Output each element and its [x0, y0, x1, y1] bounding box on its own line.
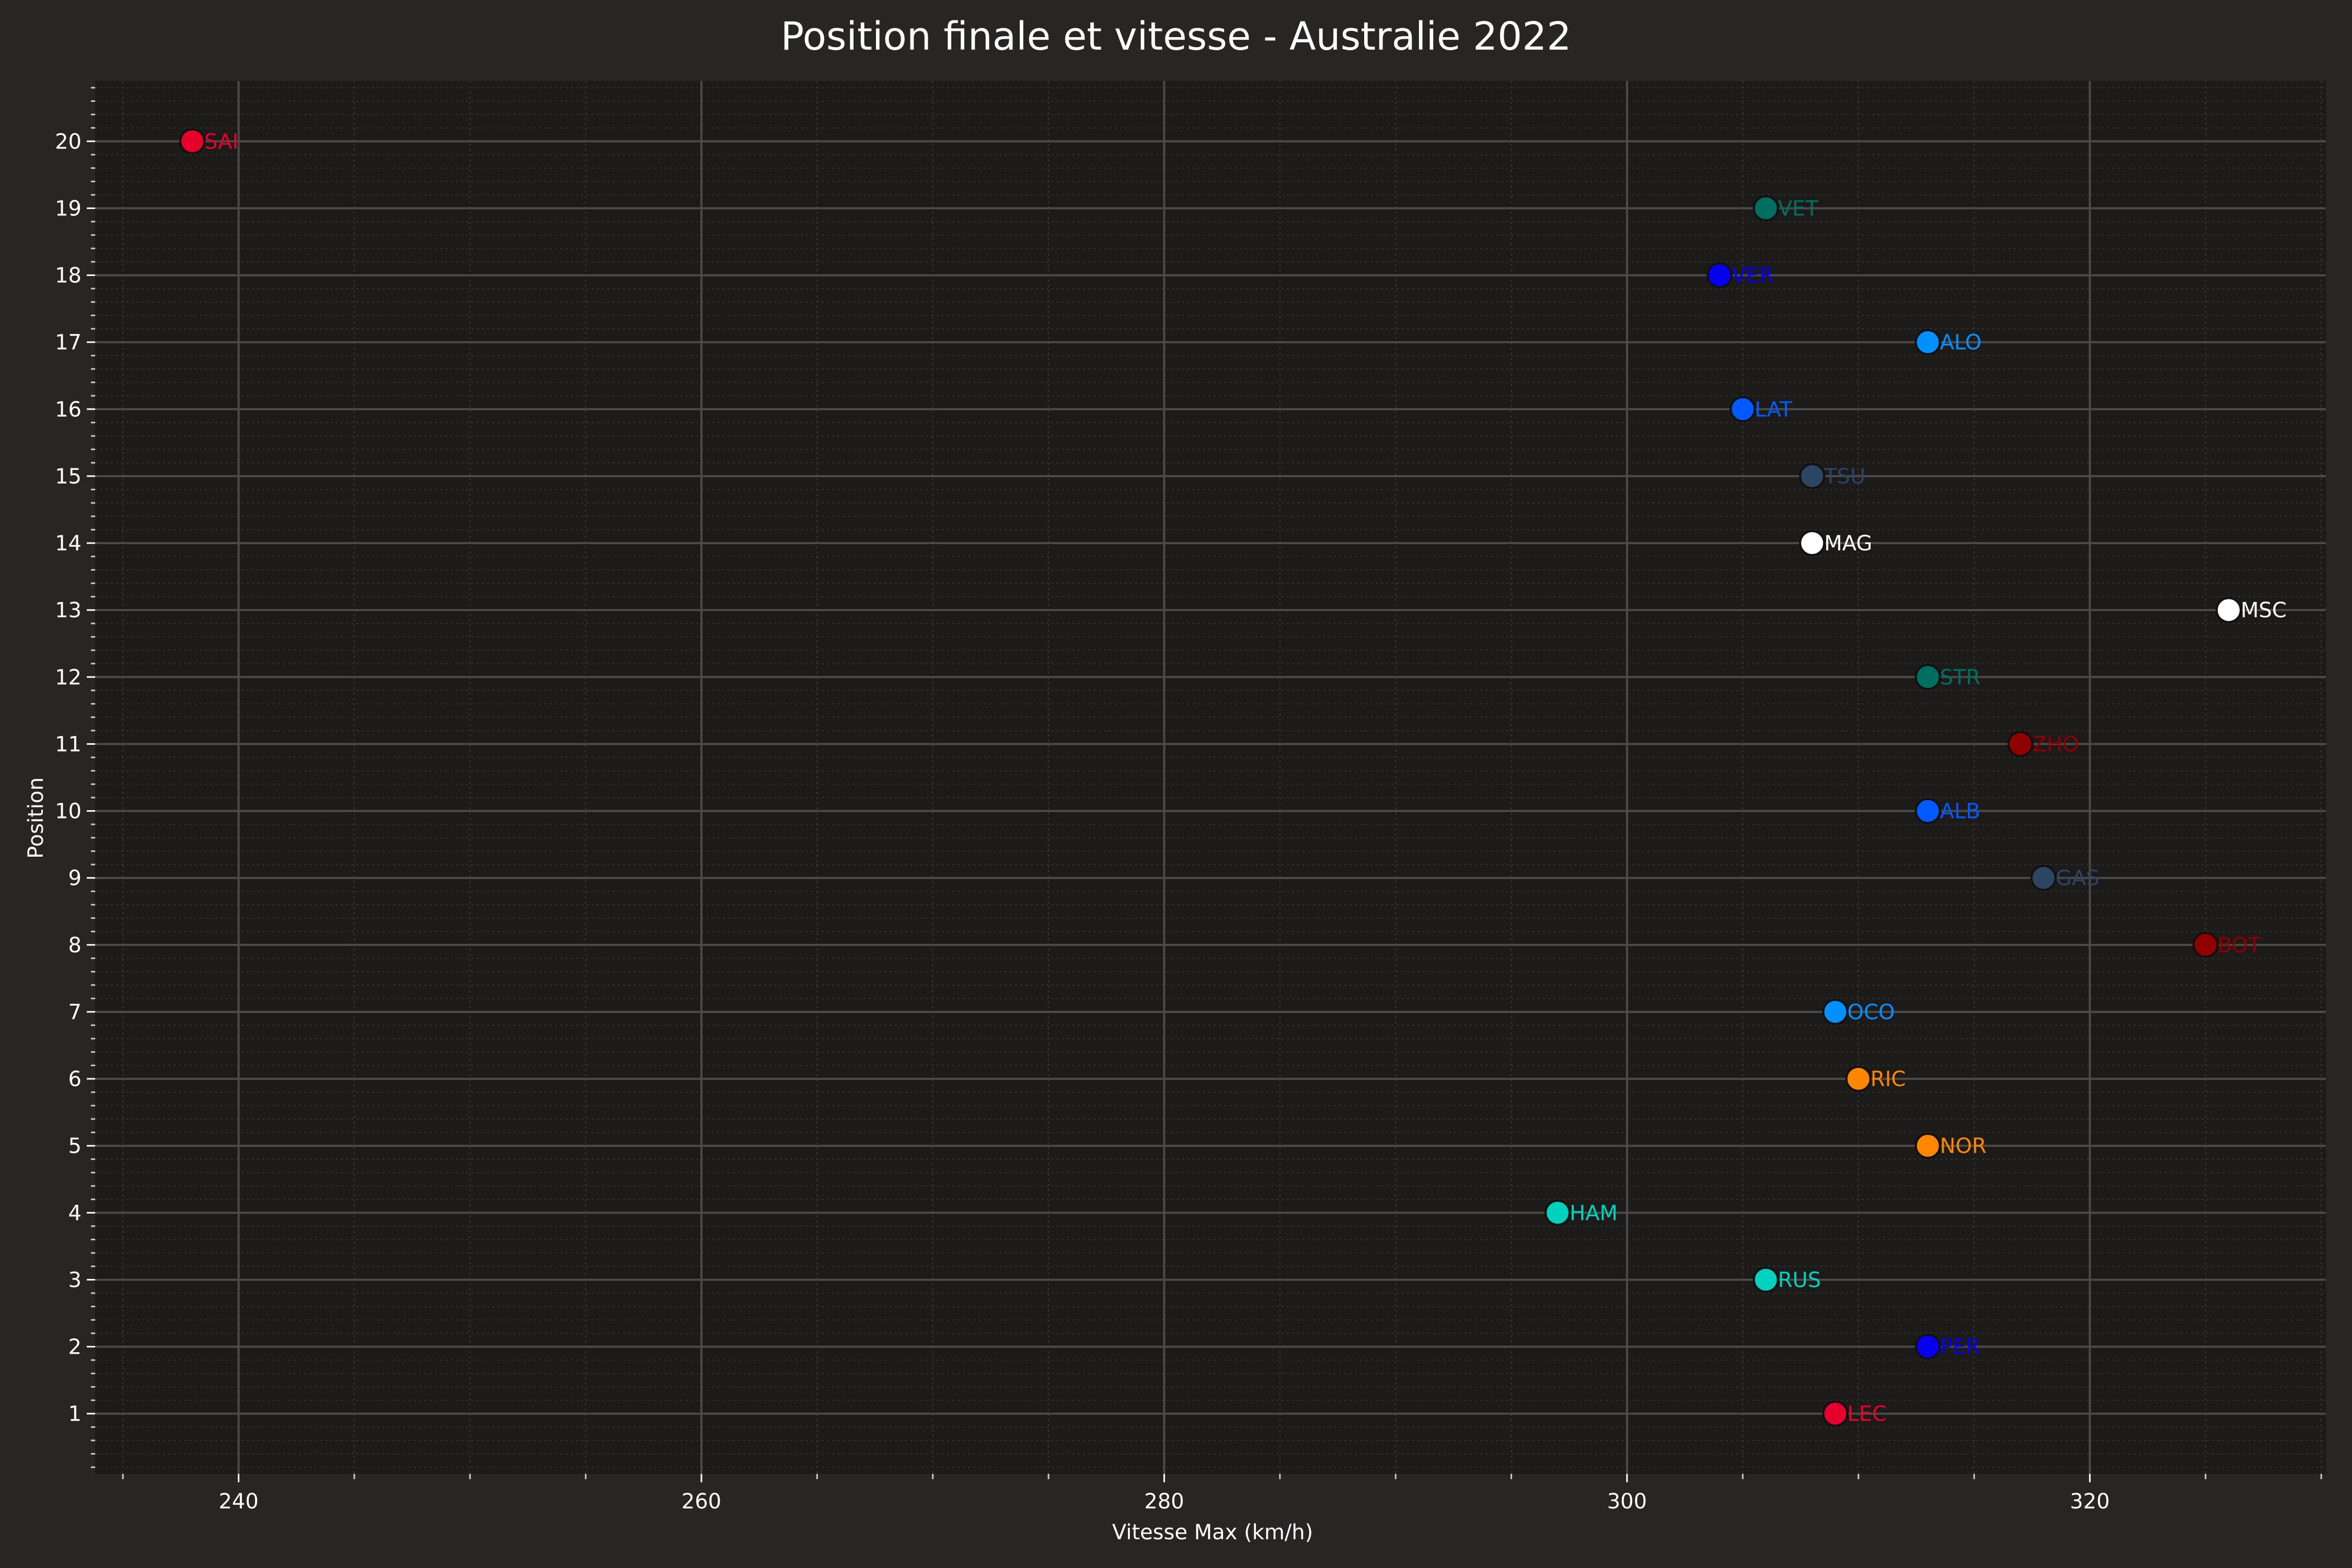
point-label: GAS — [2056, 867, 2100, 891]
point-marker — [1799, 530, 1826, 557]
y-tick-label: 15 — [55, 465, 82, 489]
x-axis: 240 260 280 300 320 — [122, 1474, 2322, 1514]
point-label: MAG — [1824, 532, 1872, 556]
data-point-bot: BOT — [2192, 931, 2261, 958]
x-tick-label: 280 — [1144, 1490, 1184, 1514]
data-point-ham: HAM — [1544, 1200, 1618, 1226]
point-marker — [1730, 396, 1756, 422]
x-axis-label: Vitesse Max (km/h) — [1112, 1520, 1313, 1544]
point-label: VER — [1732, 264, 1773, 288]
y-tick-label: 16 — [55, 398, 82, 422]
point-marker — [1845, 1066, 1872, 1092]
data-point-oco: OCO — [1822, 998, 1895, 1025]
point-label: BOT — [2218, 933, 2261, 958]
data-points: LEC PER RUS HAM NOR RIC OCO BOT GAS ALB ZHO STR MSC M… — [179, 128, 2287, 1427]
point-label: HAM — [1570, 1201, 1618, 1225]
point-marker — [1753, 1266, 1779, 1293]
point-marker — [1915, 798, 1941, 824]
y-tick-label: 19 — [55, 197, 82, 221]
x-tick-label: 300 — [1607, 1490, 1647, 1514]
y-tick-label: 13 — [55, 598, 82, 622]
plot-area — [95, 81, 2326, 1474]
chart-title: Position finale et vitesse - Australie 2… — [781, 14, 1572, 59]
point-marker — [1822, 998, 1849, 1025]
y-tick-label: 8 — [68, 933, 82, 958]
y-tick-label: 2 — [68, 1335, 82, 1359]
point-marker — [1707, 262, 1733, 289]
data-point-alb: ALB — [1915, 798, 1980, 824]
minor-grid — [95, 81, 2326, 1474]
point-label: ALO — [1940, 331, 1981, 355]
point-label: OCO — [1847, 1000, 1895, 1024]
y-tick-label: 10 — [55, 800, 82, 824]
data-point-rus: RUS — [1753, 1266, 1821, 1293]
point-label: RIC — [1871, 1067, 1906, 1091]
data-point-lat: LAT — [1730, 396, 1793, 422]
point-marker — [2030, 864, 2057, 891]
data-point-str: STR — [1915, 664, 1980, 690]
data-point-mag: MAG — [1799, 530, 1872, 557]
point-label: LEC — [1847, 1402, 1887, 1426]
y-tick-label: 6 — [68, 1067, 82, 1091]
point-marker — [179, 128, 205, 155]
x-tick-label: 260 — [682, 1490, 721, 1514]
y-tick-label: 1 — [68, 1402, 82, 1426]
point-label: MSC — [2241, 598, 2287, 622]
y-tick-label: 9 — [68, 867, 82, 891]
x-tick-label: 240 — [218, 1490, 258, 1514]
point-label: NOR — [1940, 1134, 1986, 1158]
point-label: STR — [1940, 665, 1980, 689]
x-tick-label: 320 — [2070, 1490, 2109, 1514]
point-marker — [2007, 731, 2034, 757]
point-marker — [1544, 1200, 1571, 1226]
point-label: LAT — [1755, 398, 1792, 422]
point-marker — [1799, 463, 1826, 489]
point-label: ALB — [1940, 800, 1980, 824]
point-label: SAI — [204, 130, 238, 154]
y-tick-label: 20 — [55, 130, 82, 154]
point-marker — [2192, 931, 2219, 958]
major-grid — [95, 81, 2326, 1474]
data-point-msc: MSC — [2216, 597, 2287, 624]
point-marker — [1915, 1133, 1941, 1159]
data-point-alo: ALO — [1915, 329, 1981, 355]
y-tick-label: 14 — [55, 532, 82, 556]
point-label: VET — [1778, 197, 1819, 221]
point-label: PER — [1940, 1335, 1980, 1359]
y-tick-label: 11 — [55, 732, 82, 756]
data-point-nor: NOR — [1915, 1133, 1987, 1159]
y-tick-label: 18 — [55, 264, 82, 288]
point-marker — [1915, 664, 1941, 690]
data-point-zho: ZHO — [2007, 731, 2079, 757]
y-tick-label: 12 — [55, 665, 82, 689]
data-point-sai: SAI — [179, 128, 238, 155]
data-point-vet: VET — [1753, 195, 1819, 222]
y-tick-label: 5 — [68, 1134, 82, 1158]
y-tick-label: 3 — [68, 1268, 82, 1292]
y-tick-label: 4 — [68, 1201, 82, 1225]
data-point-ver: VER — [1707, 262, 1773, 289]
y-tick-label: 7 — [68, 1000, 82, 1024]
point-label: TSU — [1824, 465, 1865, 489]
point-marker — [2216, 597, 2242, 624]
point-label: ZHO — [2033, 732, 2079, 756]
point-marker — [1753, 195, 1779, 222]
y-axis-label: Position — [24, 777, 48, 859]
point-marker — [1915, 1333, 1941, 1360]
point-label: RUS — [1778, 1268, 1821, 1292]
point-marker — [1915, 329, 1941, 355]
point-marker — [1822, 1400, 1849, 1427]
data-point-ric: RIC — [1845, 1066, 1906, 1092]
data-point-per: PER — [1915, 1333, 1980, 1360]
data-point-lec: LEC — [1822, 1400, 1887, 1427]
y-tick-label: 17 — [55, 331, 82, 355]
data-point-gas: GAS — [2030, 864, 2100, 891]
data-point-tsu: TSU — [1799, 463, 1865, 489]
